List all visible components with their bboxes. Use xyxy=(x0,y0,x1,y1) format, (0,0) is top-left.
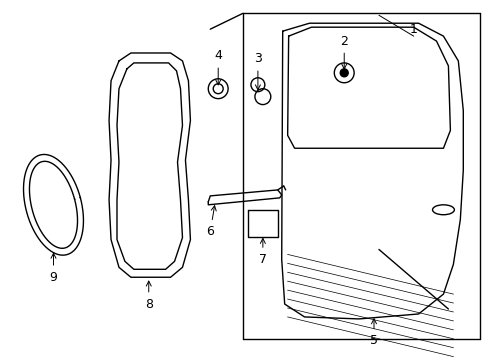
Text: 1: 1 xyxy=(409,23,417,36)
Text: 6: 6 xyxy=(206,206,216,238)
Text: 9: 9 xyxy=(49,253,57,284)
Text: 3: 3 xyxy=(253,53,261,90)
Text: 4: 4 xyxy=(214,49,222,85)
Text: 8: 8 xyxy=(144,281,152,311)
Text: 7: 7 xyxy=(258,238,266,266)
Circle shape xyxy=(340,69,347,77)
Text: 5: 5 xyxy=(369,319,377,347)
Text: 2: 2 xyxy=(340,35,347,69)
